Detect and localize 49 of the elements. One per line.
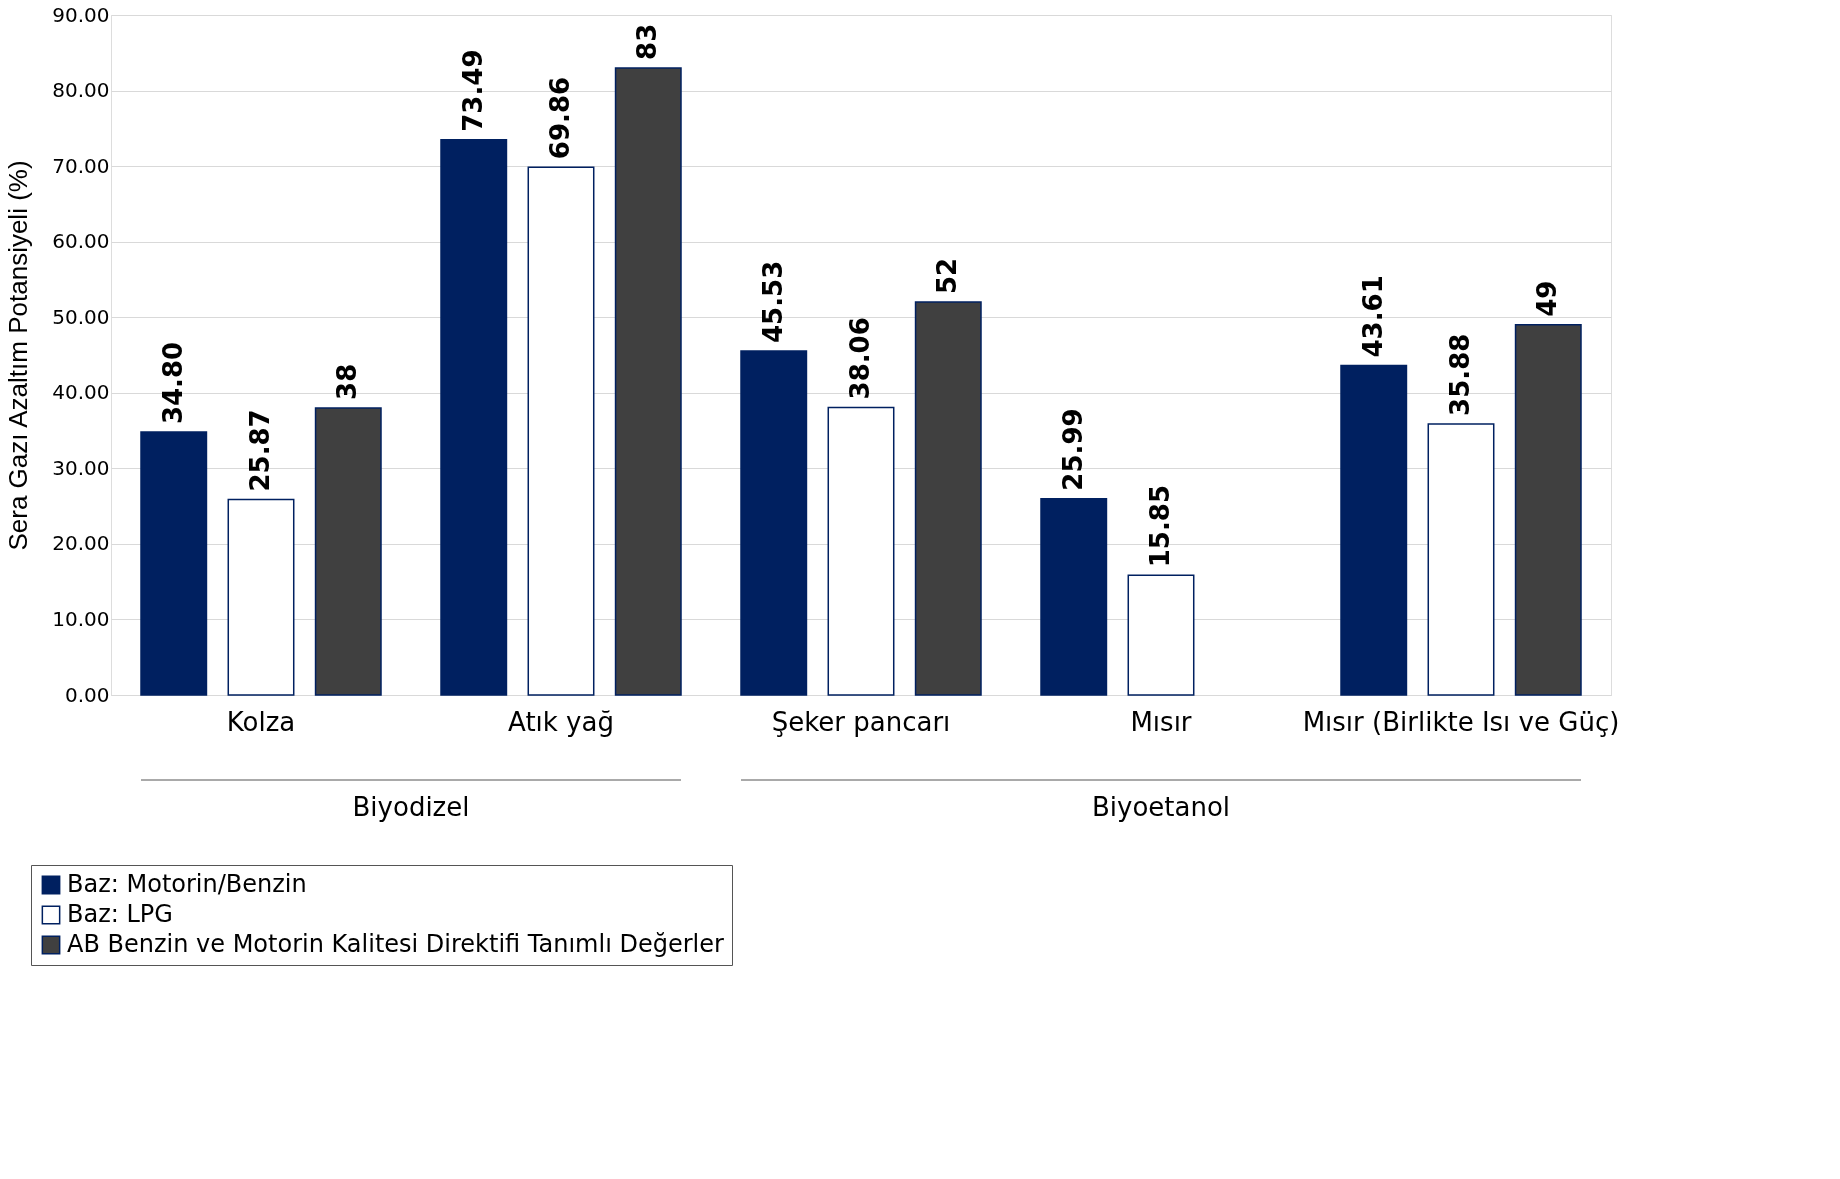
legend-label: AB Benzin ve Motorin Kalitesi Direktifi Tanımlı Değerler (67, 930, 724, 958)
y-tick-label: 60.00 (52, 229, 110, 254)
data-label: 83 (632, 23, 663, 60)
data-label: 73.49 (457, 49, 488, 132)
y-tick-label: 0.00 (64, 682, 110, 707)
data-label: 25.99 (1057, 408, 1088, 491)
x-tick-label: Mısır (Birlikte Isı ve Güç) (1302, 706, 1620, 737)
bar (1427, 423, 1495, 696)
bar (1040, 497, 1108, 696)
text: Biyodizel (352, 792, 470, 822)
y-tick-label: 20.00 (52, 531, 110, 556)
data-label: 25.87 (245, 409, 275, 492)
bar (914, 301, 982, 696)
bar (440, 138, 508, 696)
y-tick-label: 30.00 (52, 455, 110, 480)
bar (227, 498, 295, 696)
y-tick-label: 80.00 (52, 78, 110, 103)
bar (614, 67, 682, 696)
y-axis-title: Sera Gazı Azaltım Potansiyeli (%) (3, 160, 34, 551)
bar (1127, 574, 1195, 696)
bar (1340, 364, 1408, 696)
bar (140, 431, 208, 696)
x-tick-label: Mısır (1130, 706, 1192, 737)
y-tick-label: 50.00 (52, 304, 110, 329)
legend-label: Baz: LPG (67, 900, 173, 928)
y-tick-label: 10.00 (52, 606, 110, 631)
y-tick-label: 90.00 (52, 2, 110, 27)
y-tick-label: 40.00 (52, 380, 110, 405)
data-label: 35.88 (1445, 333, 1475, 416)
bar (1514, 324, 1582, 696)
x-tick-label: Atık yağ (508, 706, 614, 737)
data-label: 34.80 (157, 341, 188, 425)
data-label: 15.85 (1145, 484, 1175, 568)
data-label: 52 (932, 257, 963, 295)
x-tick-label: Şeker pancarı (771, 706, 951, 737)
text: Biyoetanol (1091, 792, 1231, 822)
bar (314, 407, 382, 696)
y-tick-label: 70.00 (52, 153, 110, 178)
data-label: 69.86 (545, 76, 575, 160)
data-label: 43.61 (1357, 275, 1388, 358)
bar (527, 166, 595, 696)
data-label: 45.53 (757, 260, 788, 343)
bar (827, 406, 895, 696)
data-label: 38 (332, 363, 363, 400)
bar (740, 350, 808, 696)
x-tick-label: Kolza (226, 706, 296, 737)
data-label: 49 (1532, 280, 1563, 317)
legend-label: Baz: Motorin/Benzin (67, 870, 307, 898)
data-label: 38.06 (845, 317, 875, 400)
